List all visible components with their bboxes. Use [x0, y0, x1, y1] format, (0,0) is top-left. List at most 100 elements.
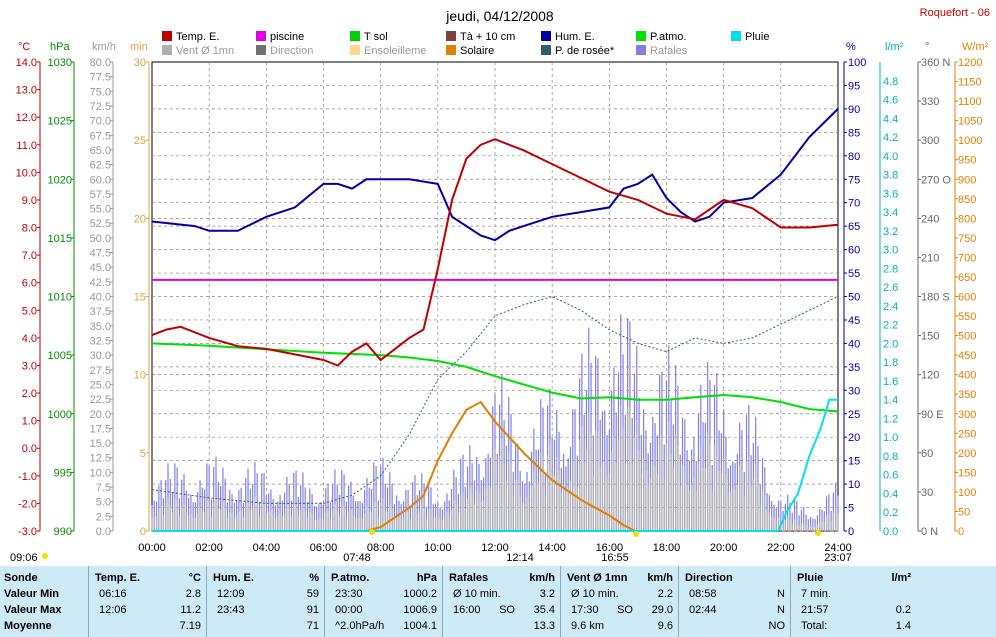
dir-axis-tick: 180 S [921, 292, 950, 304]
time-tick: 12:00 [481, 542, 509, 554]
solar-axis-tick: 750 [958, 233, 976, 245]
legend-label: Hum. E. [555, 31, 595, 43]
dir-axis-tick: 90 E [921, 409, 944, 421]
sun-marker [369, 529, 375, 535]
pressure-axis-tick: 990 [54, 526, 72, 538]
wind-axis-tick: 57.5 [90, 189, 111, 201]
wind-axis-tick: 55.0 [90, 204, 111, 216]
solar-axis-tick: 300 [958, 409, 976, 421]
stats-time: 7 min. [801, 588, 831, 600]
stats-time: ^2.0hPa/h [335, 620, 385, 632]
stats-cell-row: 23:43 91 [211, 602, 319, 618]
legend-label: Tà + 10 cm [460, 31, 515, 43]
pressure-axis-tick: 1015 [48, 233, 72, 245]
stats-value: 1.4 [895, 620, 911, 632]
legend-label: P.atmo. [650, 31, 687, 43]
pressure-axis-tick: 1005 [48, 350, 72, 362]
temp-line [151, 138, 839, 367]
temp-axis-tick: 14.0 [16, 57, 37, 69]
stats-time: 00:00 [335, 604, 363, 616]
wind-axis-tick: 50.0 [90, 233, 111, 245]
solar-axis-tick: 1050 [958, 116, 982, 128]
noon-label: 12:14 [506, 552, 534, 564]
solar-axis-tick: 450 [958, 350, 976, 362]
hum-axis-tick: 35 [848, 362, 860, 374]
temp-axis-tick: 8.0 [22, 223, 37, 235]
stats-row-min-label: Valeur Min [4, 588, 60, 600]
stats-cell-row: 7 min. [795, 586, 911, 602]
stats-value: 59 [306, 588, 319, 600]
sun-markers: 09:06 07:48 12:14 16:55 23:07 [10, 529, 852, 564]
stats-dir: SO [499, 604, 515, 616]
time-tick: 02:00 [195, 542, 223, 554]
hum-axis-tick: 75 [848, 174, 860, 186]
wind-axis-tick: 40.0 [90, 292, 111, 304]
rain-axis-tick: 2.4 [883, 301, 898, 313]
dir-axis-tick: 30 [921, 487, 933, 499]
stats-value: 1004.1 [403, 620, 437, 632]
stats-value: 1000.2 [403, 588, 437, 600]
time-tick: 22:00 [767, 542, 795, 554]
stats-value: N [777, 588, 785, 600]
rain-axis-tick: 1.6 [883, 376, 898, 388]
stats-time: Ø 10 min. [453, 588, 501, 600]
stats-col-sonde: Sonde Valeur Min Valeur Max Moyenne [0, 566, 88, 637]
dir-axis-tick: 270 O [921, 174, 951, 186]
wind-axis-tick: 77.5 [90, 72, 111, 84]
stats-time: 9.6 km [571, 620, 605, 632]
legend-label: T sol [364, 31, 388, 43]
stats-time: 06:16 [99, 588, 127, 600]
dir-axis-tick: 240 [921, 213, 939, 225]
stats-time: 02:44 [689, 604, 717, 616]
sun-right-label: 23:07 [824, 552, 852, 564]
temp-axis-tick: 10.0 [16, 167, 37, 179]
stats-value: 3.2 [539, 588, 555, 600]
axis-unit: ° [925, 41, 929, 53]
hum-axis-tick: 90 [848, 104, 860, 116]
stats-value: 91 [306, 604, 319, 616]
temp-axis-tick: 3.0 [22, 360, 37, 372]
stats-col-temp: Temp. E. °C 06:16 2.8 12:06 11.2 7.19 [88, 566, 207, 637]
stats-cell-row: 21:57 0.2 [795, 602, 911, 618]
dir-axis-tick: 360 N [921, 57, 950, 69]
rain-axis-tick: 1.4 [883, 395, 898, 407]
stats-col-rafales: Rafales km/h Ø 10 min. 3.2 16:00 SO 35.4 13.3 [442, 566, 561, 637]
chart-title: jeudi, 04/12/2008 [445, 8, 554, 24]
rain-axis-tick: 2.0 [883, 338, 898, 350]
temp-axis-tick: 12.0 [16, 112, 37, 124]
legend-swatch [162, 31, 172, 41]
temp-axis-tick: -1.0 [18, 471, 37, 483]
stats-col-hum: Hum. E.% 12:09 59 23:43 91 71 [206, 566, 325, 637]
stats-col-unit: °C [188, 572, 201, 584]
stats-time: 16:00 [453, 604, 481, 616]
wind-axis-tick: 65.0 [90, 145, 111, 157]
solar-axis-tick: 500 [958, 331, 976, 343]
sun-axis-tick: 0 [140, 526, 146, 538]
temp-axis-tick: 7.0 [22, 250, 37, 262]
stats-time: 12:09 [217, 588, 245, 600]
stats-col-header: Hum. E.% [211, 570, 319, 586]
stats-value: 0.2 [895, 604, 911, 616]
stats-cell-row: 12:06 11.2 [93, 602, 201, 618]
rain-axis-tick: 1.8 [883, 357, 898, 369]
solar-axis-tick: 1100 [958, 96, 982, 108]
legend-swatch [636, 45, 646, 55]
time-tick: 04:00 [253, 542, 281, 554]
solar-axis-tick: 600 [958, 292, 976, 304]
pressure-axis-tick: 1010 [48, 292, 72, 304]
rain-axis-tick: 0.6 [883, 470, 898, 482]
wind-axis-tick: 27.5 [90, 365, 111, 377]
legend-swatch [162, 45, 172, 55]
stats-value: N [777, 604, 785, 616]
legend-label: P. de rosée* [555, 45, 615, 57]
axes: 14.0 13.0 12.0 11.0 10.0 9.0 8.0 7.0 6.0 5.0 4.0 3.… [16, 57, 983, 554]
hum-axis-tick: 70 [848, 198, 860, 210]
hum-axis-tick: 95 [848, 80, 860, 92]
legend-label: Direction [270, 45, 313, 57]
time-tick: 16:00 [596, 542, 624, 554]
wind-axis-tick: 35.0 [90, 321, 111, 333]
wind-axis-tick: 0.0 [96, 526, 111, 538]
axis-unit: °C [18, 41, 30, 53]
rain-axis-tick: 3.6 [883, 188, 898, 200]
wind-axis-tick: 42.5 [90, 277, 111, 289]
